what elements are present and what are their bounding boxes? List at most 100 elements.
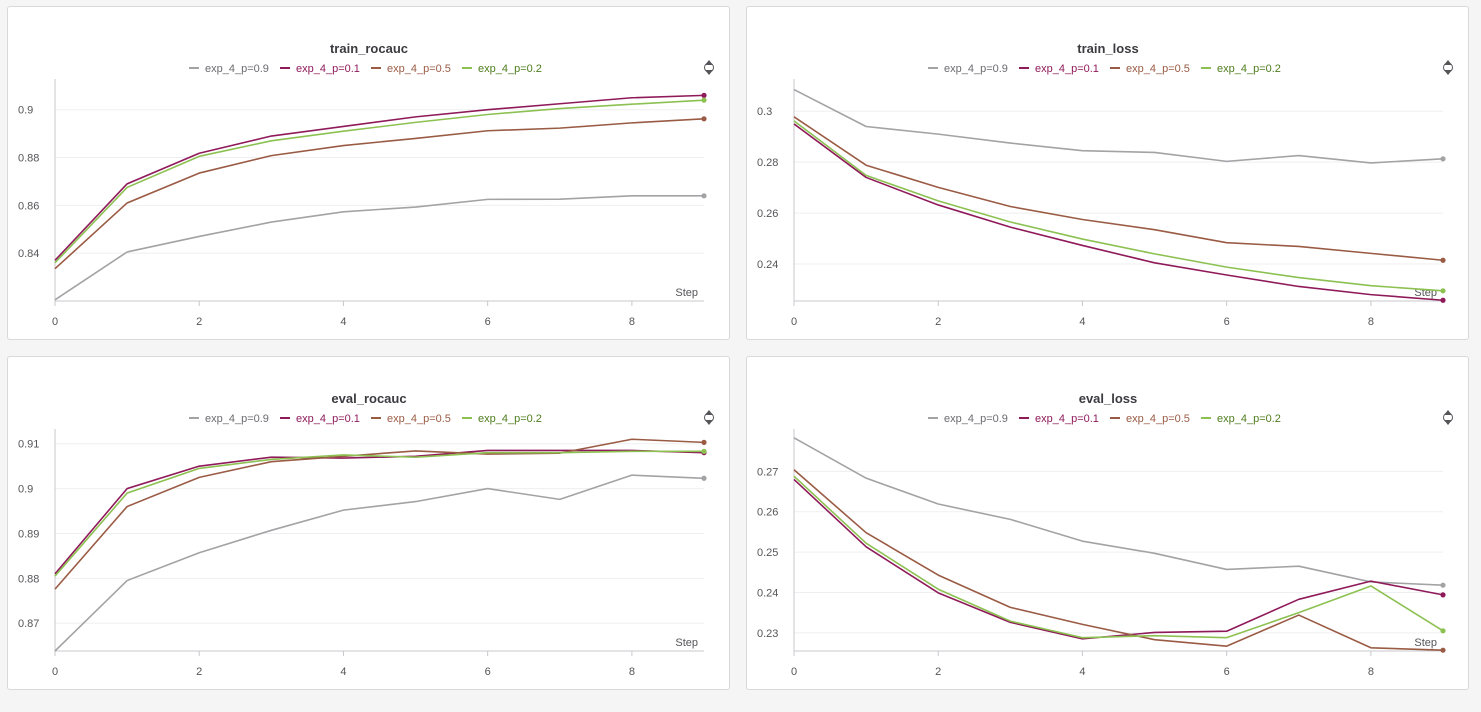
- y-tick-label: 0.88: [18, 153, 39, 165]
- series-end-point-exp-4-p-0-9: [701, 193, 707, 199]
- eval-loss-panel: eval_loss exp_4_p=0.9 exp_4_p=0.1 exp_4_p=0…: [746, 356, 1469, 690]
- y-tick-label: 0.84: [18, 248, 39, 260]
- legend-entry-exp-4-p-0-2[interactable]: exp_4_p=0.2: [462, 413, 542, 425]
- legend-entry-exp-4-p-0-2[interactable]: exp_4_p=0.2: [462, 63, 542, 75]
- legend-entry-exp-4-p-0-9[interactable]: exp_4_p=0.9: [189, 413, 269, 425]
- y-tick-label: 0.23: [757, 628, 778, 640]
- x-tick-label: 0: [791, 316, 797, 328]
- y-tick-label: 0.24: [757, 587, 778, 599]
- x-tick-label: 8: [629, 666, 635, 678]
- legend-label: exp_4_p=0.2: [478, 63, 542, 75]
- series-line-exp-4-p-0-5[interactable]: [54, 438, 705, 590]
- series-line-exp-4-p-0-2[interactable]: [793, 475, 1444, 639]
- series-line-exp-4-p-0-1[interactable]: [54, 449, 705, 575]
- legend-label: exp_4_p=0.5: [387, 413, 451, 425]
- sort-icon[interactable]: [704, 410, 714, 425]
- legend-label: exp_4_p=0.9: [205, 413, 269, 425]
- series-line-exp-4-p-0-1[interactable]: [793, 123, 1444, 302]
- legend-label: exp_4_p=0.1: [296, 63, 360, 75]
- series-end-point-exp-4-p-0-1: [701, 92, 707, 98]
- legend-entry-exp-4-p-0-2[interactable]: exp_4_p=0.2: [1201, 63, 1281, 75]
- x-tick-label: 4: [340, 316, 346, 328]
- y-tick-label: 0.91: [18, 439, 39, 451]
- series-end-point-exp-4-p-0-5: [1440, 257, 1446, 263]
- legend-label: exp_4_p=0.9: [944, 413, 1008, 425]
- x-axis-label: Step: [1414, 637, 1437, 649]
- x-tick-label: 2: [935, 316, 941, 328]
- train-rocauc-chart: train_rocauc exp_4_p=0.9 exp_4_p=0.1 exp_4_…: [18, 41, 714, 328]
- x-tick-label: 6: [485, 316, 491, 328]
- eval-rocauc-chart: eval_rocauc exp_4_p=0.9 exp_4_p=0.1 exp_4_p…: [18, 391, 714, 678]
- x-tick-label: 6: [1224, 666, 1230, 678]
- series-line-exp-4-p-0-5[interactable]: [54, 118, 705, 270]
- y-tick-label: 0.26: [757, 507, 778, 519]
- y-tick-label: 0.25: [757, 547, 778, 559]
- legend-label: exp_4_p=0.2: [478, 413, 542, 425]
- series-end-point-exp-4-p-0-5: [701, 439, 707, 445]
- x-tick-label: 0: [791, 666, 797, 678]
- legend-entry-exp-4-p-0-9[interactable]: exp_4_p=0.9: [928, 63, 1008, 75]
- legend-entry-exp-4-p-0-9[interactable]: exp_4_p=0.9: [928, 413, 1008, 425]
- x-axis-label: Step: [675, 287, 698, 299]
- legend-label: exp_4_p=0.9: [944, 63, 1008, 75]
- legend-entry-exp-4-p-0-2[interactable]: exp_4_p=0.2: [1201, 413, 1281, 425]
- y-tick-label: 0.87: [18, 618, 39, 630]
- legend-entry-exp-4-p-0-1[interactable]: exp_4_p=0.1: [1019, 63, 1099, 75]
- x-tick-label: 0: [52, 666, 58, 678]
- y-tick-label: 0.26: [757, 208, 778, 220]
- legend-entry-exp-4-p-0-1[interactable]: exp_4_p=0.1: [280, 63, 360, 75]
- x-tick-label: 8: [1368, 316, 1374, 328]
- y-tick-label: 0.24: [757, 259, 778, 271]
- series-line-exp-4-p-0-1[interactable]: [54, 94, 705, 261]
- legend-entry-exp-4-p-0-1[interactable]: exp_4_p=0.1: [1019, 413, 1099, 425]
- series-line-exp-4-p-0-5[interactable]: [793, 469, 1444, 651]
- series-line-exp-4-p-0-9[interactable]: [54, 474, 705, 652]
- legend-entry-exp-4-p-0-5[interactable]: exp_4_p=0.5: [1110, 63, 1190, 75]
- y-tick-label: 0.3: [757, 106, 772, 118]
- y-tick-label: 0.88: [18, 573, 39, 585]
- series-line-exp-4-p-0-9[interactable]: [793, 88, 1444, 164]
- legend-entry-exp-4-p-0-5[interactable]: exp_4_p=0.5: [371, 63, 451, 75]
- series-line-exp-4-p-0-9[interactable]: [54, 194, 704, 301]
- series-end-point-exp-4-p-0-2: [1440, 288, 1446, 294]
- series-line-exp-4-p-0-2[interactable]: [54, 450, 704, 577]
- series-line-exp-4-p-0-2[interactable]: [793, 120, 1444, 292]
- legend-label: exp_4_p=0.2: [1217, 413, 1281, 425]
- sort-icon[interactable]: [704, 60, 714, 75]
- x-tick-label: 2: [196, 316, 202, 328]
- series-end-point-exp-4-p-0-2: [701, 97, 707, 103]
- y-tick-label: 0.9: [18, 105, 33, 117]
- series-end-point-exp-4-p-0-9: [1440, 582, 1446, 588]
- series-line-exp-4-p-0-9[interactable]: [793, 437, 1444, 586]
- sort-icon[interactable]: [1443, 410, 1453, 425]
- legend-label: exp_4_p=0.1: [1035, 413, 1099, 425]
- train-rocauc-panel: train_rocauc exp_4_p=0.9 exp_4_p=0.1 exp_4_…: [7, 6, 730, 340]
- series-end-point-exp-4-p-0-1: [1440, 297, 1446, 303]
- series-line-exp-4-p-0-5[interactable]: [793, 116, 1444, 262]
- legend-label: exp_4_p=0.5: [387, 63, 451, 75]
- train-loss-chart: train_loss exp_4_p=0.9 exp_4_p=0.1 exp_4_p=…: [757, 41, 1453, 328]
- x-axis-label: Step: [675, 637, 698, 649]
- x-tick-label: 2: [196, 666, 202, 678]
- series-line-exp-4-p-0-2[interactable]: [54, 99, 705, 264]
- x-tick-label: 4: [1079, 316, 1085, 328]
- series-end-point-exp-4-p-0-1: [1440, 592, 1446, 598]
- series-line-exp-4-p-0-1[interactable]: [793, 478, 1444, 640]
- legend-entry-exp-4-p-0-5[interactable]: exp_4_p=0.5: [1110, 413, 1190, 425]
- y-tick-label: 0.9: [18, 484, 33, 496]
- y-tick-label: 0.89: [18, 528, 39, 540]
- x-tick-label: 6: [485, 666, 491, 678]
- sort-icon[interactable]: [1443, 60, 1453, 75]
- legend-label: exp_4_p=0.5: [1126, 413, 1190, 425]
- x-tick-label: 2: [935, 666, 941, 678]
- legend-label: exp_4_p=0.2: [1217, 63, 1281, 75]
- x-tick-label: 4: [340, 666, 346, 678]
- legend-entry-exp-4-p-0-1[interactable]: exp_4_p=0.1: [280, 413, 360, 425]
- series-end-point-exp-4-p-0-2: [701, 448, 707, 454]
- legend-entry-exp-4-p-0-9[interactable]: exp_4_p=0.9: [189, 63, 269, 75]
- series-end-point-exp-4-p-0-2: [1440, 628, 1446, 634]
- eval-rocauc-panel: eval_rocauc exp_4_p=0.9 exp_4_p=0.1 exp_4_p…: [7, 356, 730, 690]
- legend-entry-exp-4-p-0-5[interactable]: exp_4_p=0.5: [371, 413, 451, 425]
- eval-loss-title: eval_loss: [1079, 391, 1138, 406]
- train-rocauc-title: train_rocauc: [330, 41, 408, 56]
